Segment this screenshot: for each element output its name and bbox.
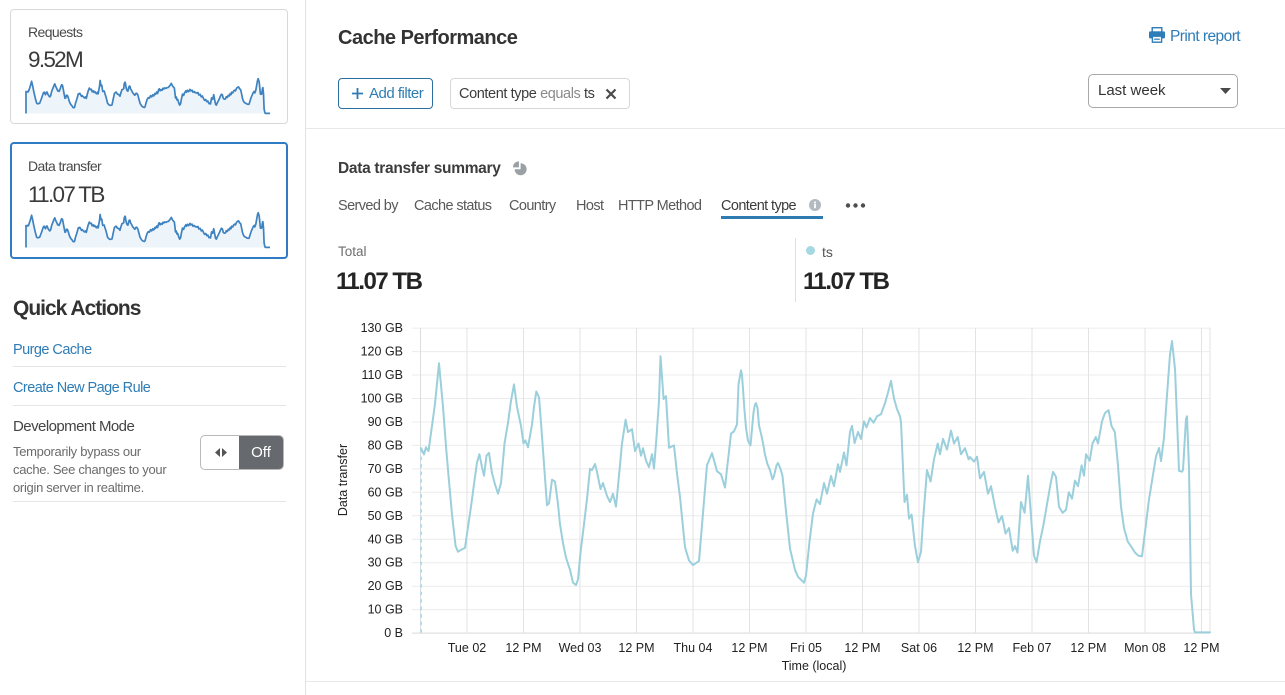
svg-text:100 GB: 100 GB: [361, 392, 403, 406]
svg-text:Mon 08: Mon 08: [1124, 641, 1166, 655]
svg-text:80 GB: 80 GB: [368, 438, 403, 452]
svg-text:Tue 02: Tue 02: [448, 641, 487, 655]
svg-text:12 PM: 12 PM: [618, 641, 654, 655]
svg-text:10 GB: 10 GB: [368, 603, 403, 617]
svg-text:12 PM: 12 PM: [731, 641, 767, 655]
svg-text:0 B: 0 B: [384, 626, 403, 640]
svg-text:110 GB: 110 GB: [362, 368, 403, 382]
svg-text:Wed 03: Wed 03: [559, 641, 602, 655]
svg-text:12 PM: 12 PM: [505, 641, 541, 655]
svg-text:Data transfer: Data transfer: [336, 444, 350, 516]
svg-text:12 PM: 12 PM: [844, 641, 880, 655]
svg-text:30 GB: 30 GB: [368, 556, 403, 570]
svg-text:50 GB: 50 GB: [368, 509, 403, 523]
svg-text:12 PM: 12 PM: [1070, 641, 1106, 655]
svg-text:120 GB: 120 GB: [361, 345, 403, 359]
svg-text:70 GB: 70 GB: [368, 462, 403, 476]
svg-text:130 GB: 130 GB: [361, 321, 403, 335]
svg-text:60 GB: 60 GB: [368, 485, 403, 499]
svg-text:Time (local): Time (local): [782, 659, 847, 673]
svg-text:90 GB: 90 GB: [368, 415, 403, 429]
svg-text:Thu 04: Thu 04: [674, 641, 713, 655]
svg-text:Sat 06: Sat 06: [901, 641, 937, 655]
svg-text:12 PM: 12 PM: [957, 641, 993, 655]
svg-text:40 GB: 40 GB: [368, 532, 403, 546]
svg-text:Fri 05: Fri 05: [790, 641, 822, 655]
svg-text:12 PM: 12 PM: [1183, 641, 1219, 655]
svg-text:Feb 07: Feb 07: [1013, 641, 1052, 655]
svg-text:20 GB: 20 GB: [368, 579, 403, 593]
